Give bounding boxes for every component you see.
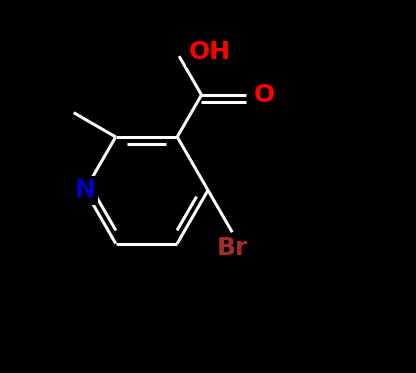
Text: Br: Br	[217, 236, 248, 260]
Text: O: O	[254, 83, 275, 107]
Text: OH: OH	[188, 40, 230, 65]
Text: N: N	[74, 178, 95, 202]
